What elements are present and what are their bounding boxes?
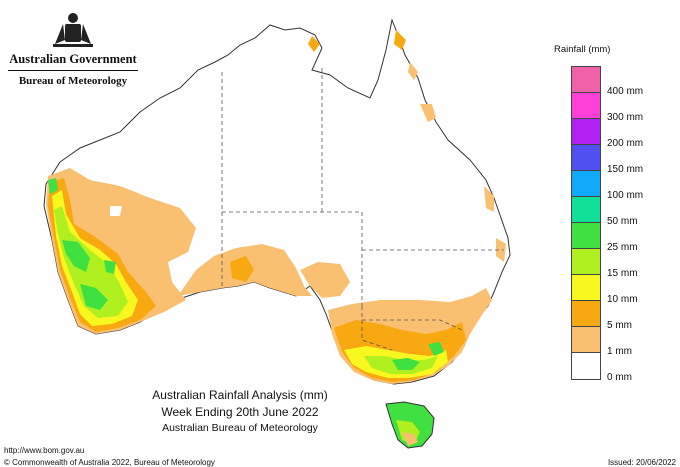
cape-york-rain	[308, 36, 320, 52]
legend-swatch	[572, 327, 600, 353]
legend-label: 5 mm	[607, 320, 632, 331]
wa-dry-patch	[110, 206, 122, 216]
legend-swatch	[572, 223, 600, 249]
legend-label: 50 mm	[607, 216, 638, 227]
state-borders	[221, 68, 504, 351]
qld-coast-rain-a	[420, 104, 436, 122]
legend-swatch	[572, 171, 600, 197]
se-rain-25mm	[392, 358, 420, 370]
legend-swatch	[572, 275, 600, 301]
legend-label: 200 mm	[607, 138, 644, 149]
wa-rain-25mm-a	[62, 240, 90, 272]
se-rain-25mm-b	[428, 342, 444, 356]
sa-rain-1mm-b	[300, 262, 350, 298]
legend-colorbar	[571, 66, 601, 380]
map-source: Australian Bureau of Meteorology	[162, 422, 318, 434]
nsw-coast-rain	[496, 238, 506, 262]
legend-swatch	[572, 93, 600, 119]
legend-label: 0 mm	[607, 372, 632, 383]
government-logo: Australian Government Bureau of Meteorol…	[8, 10, 138, 87]
issued-date: Issued: 20/06/2022	[607, 458, 676, 467]
government-name: Australian Government	[8, 52, 138, 71]
legend-swatch	[572, 353, 600, 379]
legend-label: 10 mm	[607, 294, 638, 305]
copyright-notice: © Commonwealth of Australia 2022, Bureau…	[4, 458, 215, 467]
qld-coast-rain-c	[408, 62, 418, 80]
coat-of-arms-icon	[53, 13, 93, 47]
legend-label: 100 mm	[607, 190, 644, 201]
legend-label: 400 mm	[607, 86, 644, 97]
legend-swatch	[572, 301, 600, 327]
wa-rain-25mm-d	[104, 260, 116, 274]
legend-swatch	[572, 249, 600, 275]
legend-title: Rainfall (mm)	[554, 44, 611, 55]
legend-label: 1 mm	[607, 346, 632, 357]
legend-swatch	[572, 119, 600, 145]
wa-rain-25mm-c	[48, 178, 58, 194]
legend-swatch	[572, 67, 600, 93]
map-title: Australian Rainfall Analysis (mm)	[152, 388, 328, 402]
legend-swatch	[572, 145, 600, 171]
legend-label: 15 mm	[607, 268, 638, 279]
legend-label: 300 mm	[607, 112, 644, 123]
agency-name: Bureau of Meteorology	[18, 75, 128, 87]
qld-coast-rain-b	[394, 30, 406, 50]
legend-swatch	[572, 197, 600, 223]
legend-label: 25 mm	[607, 242, 638, 253]
map-subtitle: Week Ending 20th June 2022	[161, 405, 319, 419]
legend-label: 150 mm	[607, 164, 644, 175]
sa-rain-5mm	[230, 256, 254, 282]
qld-coast-rain-d	[484, 186, 494, 212]
wa-rain-15mm	[54, 206, 128, 318]
wa-rain-25mm-b	[80, 284, 108, 310]
website-link[interactable]: http://www.bom.gov.au	[4, 446, 85, 455]
tasmania-rain-10	[402, 432, 418, 446]
